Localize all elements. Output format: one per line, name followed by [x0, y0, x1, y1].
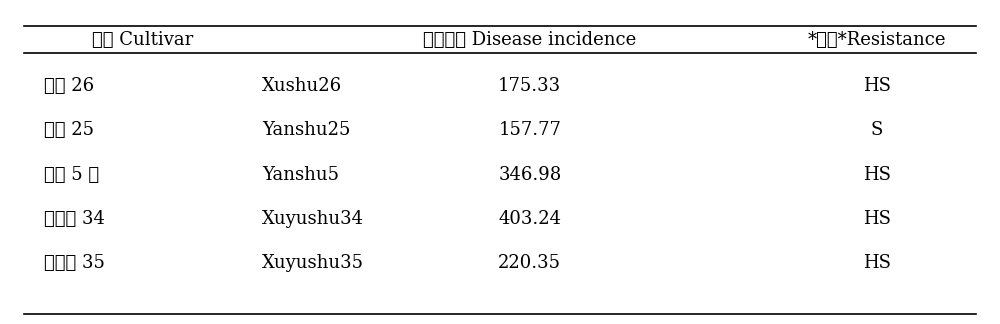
Text: Yanshu25: Yanshu25: [262, 122, 350, 139]
Text: 徐渝薯 35: 徐渝薯 35: [44, 254, 105, 272]
Text: HS: HS: [863, 254, 891, 272]
Text: HS: HS: [863, 77, 891, 95]
Text: Xushu26: Xushu26: [262, 77, 342, 95]
Text: 徐薯 26: 徐薯 26: [44, 77, 94, 95]
Text: 403.24: 403.24: [498, 210, 561, 228]
Text: 175.33: 175.33: [498, 77, 561, 95]
Text: 烟薯 25: 烟薯 25: [44, 122, 94, 139]
Text: 徐渝薯 34: 徐渝薯 34: [44, 210, 105, 228]
Text: S: S: [871, 122, 883, 139]
Text: 157.77: 157.77: [498, 122, 561, 139]
Text: 病情指数 Disease incidence: 病情指数 Disease incidence: [423, 31, 636, 50]
Text: HS: HS: [863, 166, 891, 184]
Text: HS: HS: [863, 210, 891, 228]
Text: Yanshu5: Yanshu5: [262, 166, 339, 184]
Text: Xuyushu35: Xuyushu35: [262, 254, 364, 272]
Text: *抗性*Resistance: *抗性*Resistance: [808, 31, 946, 50]
Text: 品种 Cultivar: 品种 Cultivar: [92, 31, 194, 50]
Text: 220.35: 220.35: [498, 254, 561, 272]
Text: 岩薯 5 号: 岩薯 5 号: [44, 166, 99, 184]
Text: Xuyushu34: Xuyushu34: [262, 210, 364, 228]
Text: 346.98: 346.98: [498, 166, 561, 184]
